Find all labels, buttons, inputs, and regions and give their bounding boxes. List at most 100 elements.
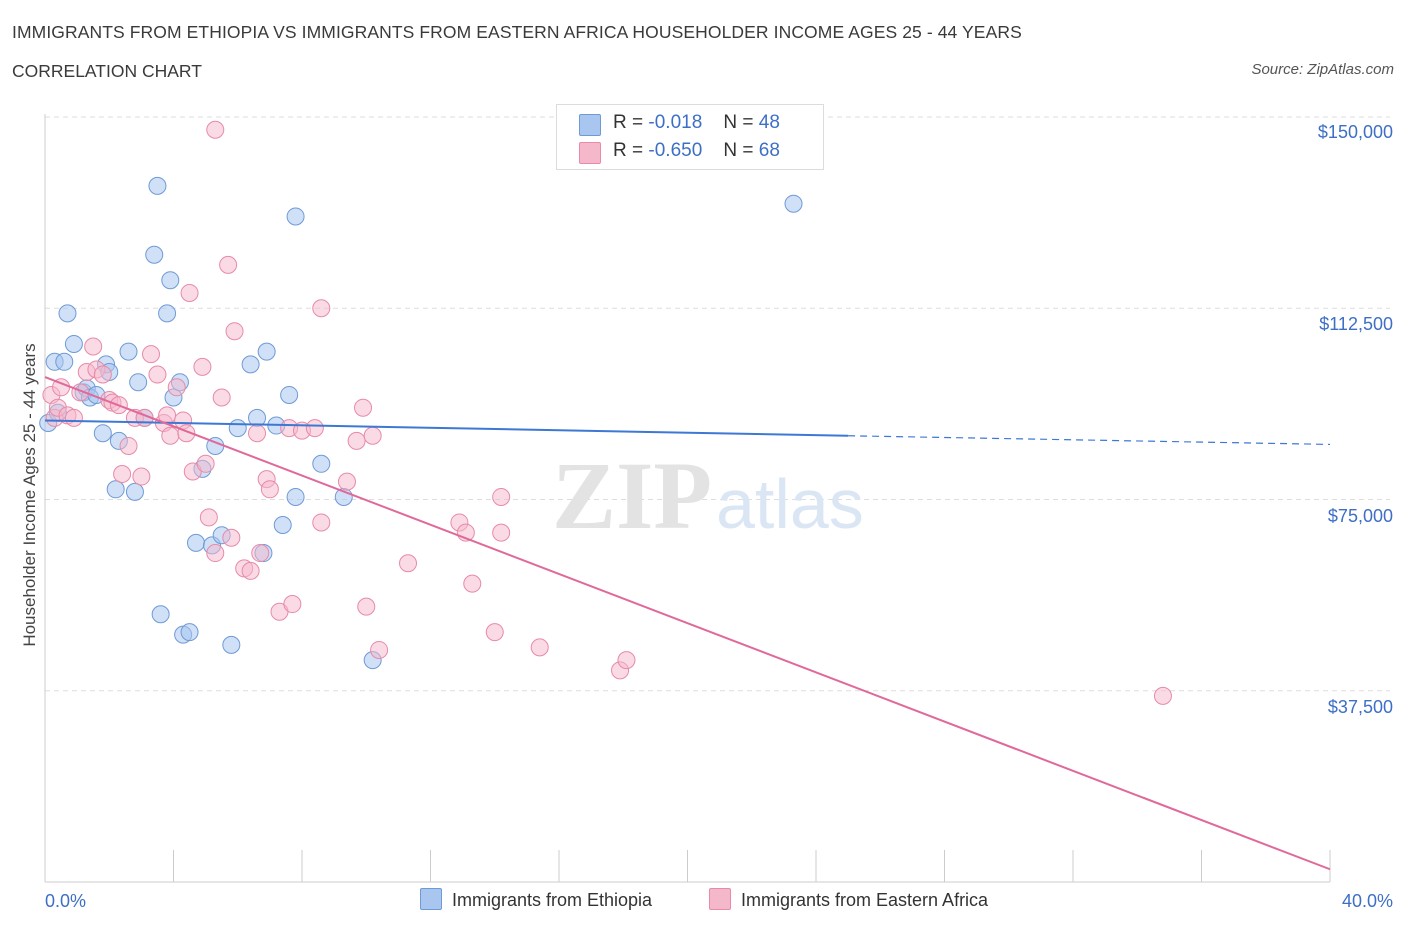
eastern-africa-point bbox=[283, 595, 302, 614]
legend-stats-eastern-africa: R = -0.650 N = 68 bbox=[613, 140, 780, 162]
ethiopia-point bbox=[158, 304, 177, 323]
ethiopia-point bbox=[312, 454, 331, 473]
y-tick-label: $75,000 bbox=[1327, 506, 1393, 526]
eastern-africa-point bbox=[64, 408, 83, 427]
legend-n-value: 68 bbox=[758, 140, 780, 161]
legend-row-ethiopia: R = -0.018 N = 48 bbox=[557, 110, 823, 138]
eastern-africa-point bbox=[312, 513, 331, 532]
legend-row-eastern-africa: R = -0.650 N = 68 bbox=[557, 138, 823, 166]
eastern-africa-point bbox=[222, 528, 241, 547]
ethiopia-point bbox=[125, 482, 144, 501]
series-eastern-africa-points bbox=[42, 120, 1172, 705]
ethiopia-point bbox=[58, 304, 77, 323]
eastern-africa-point bbox=[161, 426, 180, 445]
eastern-africa-point bbox=[199, 508, 218, 527]
eastern-africa-point bbox=[219, 255, 238, 274]
legend-n-label: N = bbox=[723, 140, 754, 161]
eastern-africa-point bbox=[463, 574, 482, 593]
ethiopia-point bbox=[222, 635, 241, 654]
eastern-africa-trend-line bbox=[44, 376, 1331, 871]
eastern-africa-point bbox=[142, 345, 161, 364]
eastern-africa-point bbox=[305, 419, 324, 438]
eastern-africa-point bbox=[132, 467, 151, 486]
ethiopia-point bbox=[180, 623, 199, 642]
ethiopia-point bbox=[257, 342, 276, 361]
eastern-africa-point bbox=[399, 554, 418, 573]
eastern-africa-point bbox=[492, 487, 511, 506]
eastern-africa-point bbox=[485, 623, 504, 642]
ethiopia-point bbox=[55, 352, 74, 371]
eastern-africa-point bbox=[193, 357, 212, 376]
eastern-africa-point bbox=[312, 299, 331, 318]
bottom-legend-eastern-africa: Immigrants from Eastern Africa bbox=[709, 888, 988, 911]
eastern-africa-point bbox=[206, 544, 225, 563]
watermark: ZIP atlas bbox=[552, 442, 864, 549]
ethiopia-point bbox=[129, 373, 148, 392]
bottom-legend-label-ethiopia: Immigrants from Ethiopia bbox=[452, 890, 653, 910]
ethiopia-point bbox=[64, 334, 83, 353]
ethiopia-point bbox=[784, 194, 803, 213]
eastern-africa-point bbox=[206, 120, 225, 139]
eastern-africa-point bbox=[93, 365, 112, 384]
eastern-africa-point bbox=[180, 283, 199, 302]
series-ethiopia-points bbox=[39, 176, 803, 670]
ethiopia-point bbox=[151, 605, 170, 624]
ethiopia-point bbox=[186, 533, 205, 552]
ethiopia-point bbox=[161, 271, 180, 290]
eastern-africa-point bbox=[148, 365, 167, 384]
eastern-africa-point bbox=[212, 388, 231, 407]
ethiopia-point bbox=[228, 419, 247, 438]
legend-r-label: R = bbox=[613, 112, 644, 133]
eastern-africa-point bbox=[1153, 686, 1172, 705]
gridlines bbox=[45, 116, 1390, 692]
eastern-africa-point bbox=[251, 544, 270, 563]
eastern-africa-point bbox=[337, 472, 356, 491]
chart-subtitle: CORRELATION CHART bbox=[12, 61, 202, 81]
y-axis-label: Householder Income Ages 25 - 44 years bbox=[20, 343, 39, 647]
legend-r-label: R = bbox=[613, 140, 644, 161]
eastern-africa-point bbox=[492, 523, 511, 542]
eastern-africa-point bbox=[370, 640, 389, 659]
bottom-legend-label-eastern-africa: Immigrants from Eastern Africa bbox=[741, 890, 989, 910]
ethiopia-trend-line bbox=[44, 419, 849, 437]
eastern-africa-point bbox=[84, 337, 103, 356]
eastern-africa-point bbox=[260, 480, 279, 499]
ethiopia-point bbox=[148, 176, 167, 195]
eastern-africa-point bbox=[363, 426, 382, 445]
ethiopia-point bbox=[241, 355, 260, 374]
ethiopia-point bbox=[280, 385, 299, 404]
source-label: Source: ZipAtlas.com bbox=[1251, 61, 1394, 78]
eastern-africa-point bbox=[241, 561, 260, 580]
y-tick-label: $112,500 bbox=[1319, 314, 1393, 334]
ethiopia-point bbox=[273, 516, 292, 534]
ethiopia-trend-extension bbox=[848, 435, 1331, 446]
trend-lines bbox=[44, 376, 1331, 871]
bottom-legend-swatch-eastern-africa bbox=[709, 888, 731, 910]
axes bbox=[44, 114, 1331, 883]
legend-n-value: 48 bbox=[758, 112, 780, 133]
watermark-atlas: atlas bbox=[716, 465, 864, 543]
watermark-zip: ZIP bbox=[552, 442, 712, 549]
eastern-africa-point bbox=[530, 638, 549, 657]
y-tick-label: $150,000 bbox=[1317, 122, 1393, 142]
legend-n-label: N = bbox=[723, 112, 754, 133]
y-tick-label: $37,500 bbox=[1327, 697, 1393, 717]
bottom-legend-ethiopia: Immigrants from Ethiopia bbox=[420, 888, 652, 911]
x-tick-label-max: 40.0% bbox=[1341, 891, 1393, 911]
eastern-africa-point bbox=[167, 378, 186, 397]
ethiopia-point bbox=[145, 245, 164, 264]
eastern-africa-point bbox=[225, 322, 244, 341]
ethiopia-point bbox=[286, 487, 305, 506]
eastern-africa-point bbox=[113, 465, 132, 483]
eastern-africa-point bbox=[248, 424, 267, 443]
stats-legend: R = -0.018 N = 48 R = -0.650 N = 68 bbox=[556, 104, 824, 170]
legend-swatch-ethiopia bbox=[579, 114, 601, 136]
legend-swatch-eastern-africa bbox=[579, 142, 601, 164]
x-tick-label-min: 0.0% bbox=[45, 891, 87, 911]
chart-title: IMMIGRANTS FROM ETHIOPIA VS IMMIGRANTS F… bbox=[12, 22, 1022, 42]
legend-r-value: -0.018 bbox=[648, 112, 703, 133]
bottom-legend-swatch-ethiopia bbox=[420, 888, 442, 910]
eastern-africa-point bbox=[119, 436, 138, 455]
eastern-africa-point bbox=[357, 597, 376, 616]
